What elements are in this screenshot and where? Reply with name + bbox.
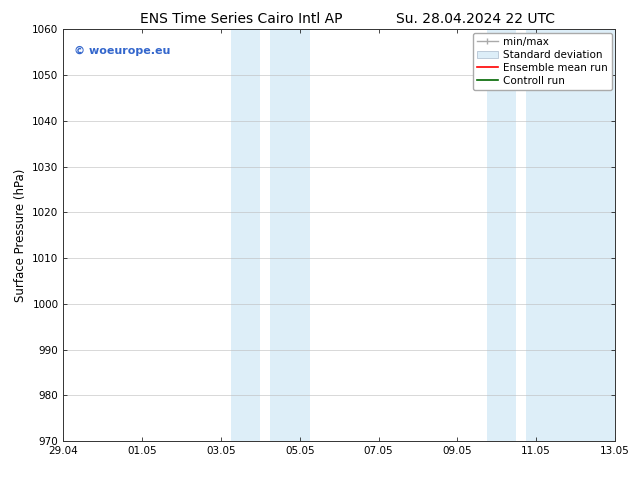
Bar [487,29,517,441]
Bar [270,29,309,441]
Text: © woeurope.eu: © woeurope.eu [74,46,171,56]
Legend: min/max, Standard deviation, Ensemble mean run, Controll run: min/max, Standard deviation, Ensemble me… [473,32,612,90]
Text: ENS Time Series Cairo Intl AP: ENS Time Series Cairo Intl AP [139,12,342,26]
Y-axis label: Surface Pressure (hPa): Surface Pressure (hPa) [14,169,27,302]
Text: Su. 28.04.2024 22 UTC: Su. 28.04.2024 22 UTC [396,12,555,26]
Bar [231,29,261,441]
Bar [526,29,615,441]
